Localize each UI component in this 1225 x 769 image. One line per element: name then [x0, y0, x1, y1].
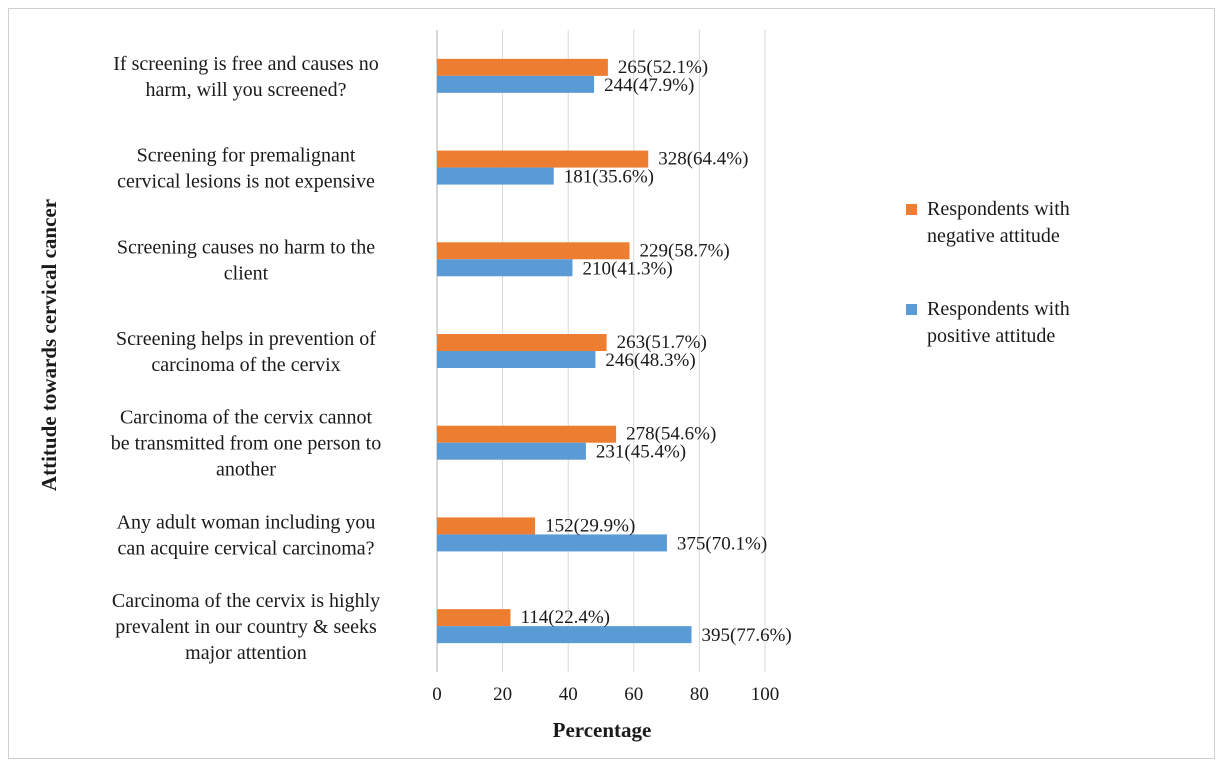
data-label-positive: 210(41.3%)	[582, 258, 672, 279]
bar-negative	[437, 609, 511, 627]
bars	[437, 58, 692, 644]
bar-negative	[437, 334, 607, 351]
data-labels: 265(52.1%)244(47.9%) 328(64.4%)181(35.6%)…	[520, 57, 791, 646]
bar-positive	[437, 75, 595, 93]
category-label: If screening is free and causes no harm, …	[113, 53, 378, 101]
y-axis-title: Attitude towards cervical cancer	[37, 199, 61, 491]
legend-swatch	[906, 204, 917, 215]
category-label: Carcinoma of the cervix cannot be transmi…	[111, 407, 382, 481]
x-tick-label: 60	[624, 684, 643, 705]
data-label-positive: 246(48.3%)	[605, 350, 695, 371]
category-label: Any adult woman including you can acquire…	[117, 511, 376, 559]
data-label-positive: 395(77.6%)	[702, 625, 792, 646]
data-label-positive: 231(45.4%)	[596, 442, 686, 463]
category-label: Carcinoma of the cervix is highly prevale…	[112, 590, 380, 664]
data-label-negative: 114(22.4%)	[520, 607, 610, 628]
data-label-positive: 375(70.1%)	[677, 533, 767, 554]
bar-positive	[437, 259, 573, 277]
bar-positive	[437, 534, 667, 552]
category-labels: If screening is free and causes no harm, …	[111, 53, 382, 664]
data-label-negative: 229(58.7%)	[640, 240, 730, 261]
data-label-negative: 278(54.6%)	[626, 424, 716, 445]
bar-negative	[437, 150, 649, 168]
x-tick-label: 40	[559, 684, 578, 705]
bar-positive	[437, 167, 554, 185]
category-label: Screening for premalignant cervical lesio…	[117, 145, 375, 193]
x-tick-labels: 0 20 40 60 80 100	[432, 684, 779, 705]
bar-positive	[437, 442, 586, 460]
bar-negative	[437, 425, 617, 443]
category-label: Screening causes no harm to the client	[117, 236, 375, 284]
bar-negative	[437, 242, 630, 260]
x-tick-label: 20	[493, 684, 512, 705]
bar-negative	[437, 517, 536, 535]
data-label-positive: 181(35.6%)	[564, 167, 654, 188]
legend-swatch	[906, 304, 917, 315]
x-tick-label: 100	[751, 684, 780, 705]
category-label: Screening helps in prevention of carcinom…	[116, 328, 376, 376]
data-label-negative: 263(51.7%)	[617, 332, 707, 353]
data-label-negative: 152(29.9%)	[545, 515, 635, 536]
bar-negative	[437, 58, 608, 76]
data-label-negative: 265(52.1%)	[618, 57, 708, 78]
data-label-positive: 244(47.9%)	[604, 75, 694, 96]
data-label-negative: 328(64.4%)	[658, 149, 748, 170]
x-axis-title: Percentage	[553, 718, 652, 742]
legend-label: Respondents with negative attitude	[927, 198, 1070, 247]
legend: Respondents with negative attitude Respond…	[906, 198, 1070, 347]
x-tick-label: 80	[690, 684, 709, 705]
legend-label: Respondents with positive attitude	[927, 298, 1070, 347]
bar-positive	[437, 626, 692, 644]
gridlines	[436, 30, 766, 672]
bar-positive	[437, 351, 596, 368]
x-tick-label: 0	[432, 684, 442, 705]
